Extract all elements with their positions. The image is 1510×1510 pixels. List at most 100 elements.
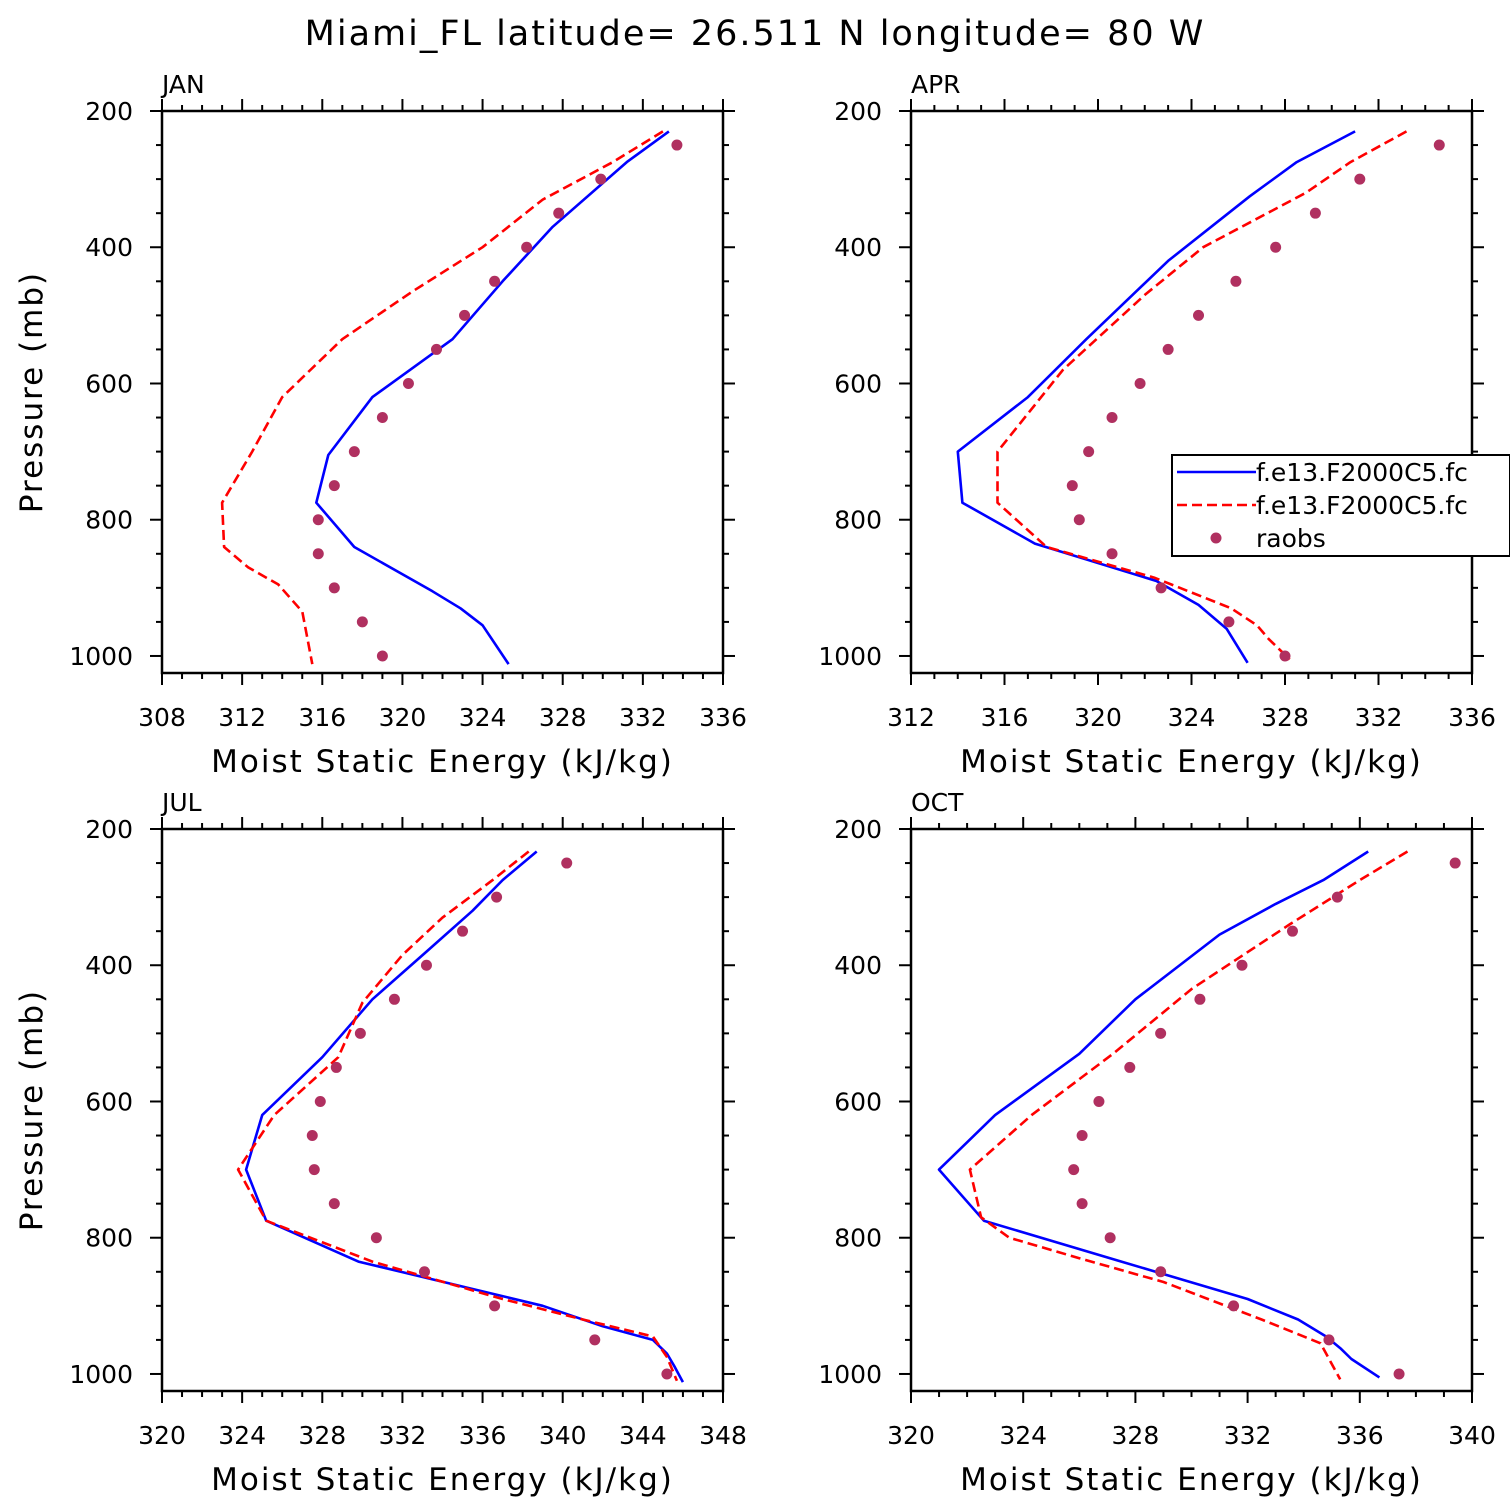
raobs-point xyxy=(1066,480,1078,492)
raobs-point xyxy=(1193,309,1205,321)
raobs-point xyxy=(1155,582,1167,594)
raobs-point xyxy=(356,616,368,628)
y-tick-label: 600 xyxy=(85,369,133,398)
y-tick-label: 400 xyxy=(834,951,882,980)
raobs-point xyxy=(314,1095,326,1107)
plot-frame xyxy=(909,109,1474,675)
legend-marker-raobs xyxy=(1210,532,1222,544)
raobs-point xyxy=(1134,377,1146,389)
series-line-dashed xyxy=(236,850,679,1382)
raobs-point xyxy=(1270,241,1282,253)
x-tick-label: 324 xyxy=(459,703,507,732)
series-group xyxy=(220,130,683,665)
x-tick-label: 328 xyxy=(298,1421,346,1450)
raobs-point xyxy=(671,139,683,151)
raobs-point xyxy=(376,412,388,424)
raobs-point xyxy=(561,857,573,869)
raobs-point xyxy=(1279,650,1291,662)
series-line-solid xyxy=(937,850,1381,1379)
raobs-point xyxy=(354,1027,366,1039)
raobs-point xyxy=(312,514,324,526)
raobs-point xyxy=(1433,139,1445,151)
legend-label: raobs xyxy=(1256,524,1326,553)
series-group xyxy=(937,850,1461,1381)
raobs-point xyxy=(1106,412,1118,424)
panel-title: OCT xyxy=(911,788,964,817)
x-tick-label: 348 xyxy=(699,1421,747,1450)
x-tick-label: 332 xyxy=(1355,703,1403,732)
raobs-point xyxy=(489,1300,501,1312)
x-axis-label: Moist Static Energy (kJ/kg) xyxy=(211,744,674,780)
raobs-point xyxy=(1162,343,1174,355)
panel-title: JUL xyxy=(160,788,202,817)
raobs-point xyxy=(553,207,565,219)
raobs-point xyxy=(491,891,503,903)
raobs-point xyxy=(1106,548,1118,560)
plot-frame xyxy=(160,827,725,1393)
y-tick-label: 200 xyxy=(834,97,882,126)
y-tick-label: 800 xyxy=(85,506,133,535)
panel-jul: 320 324 328 332 336 340 344 348 200 400 600 800 1000… xyxy=(14,788,747,1498)
raobs-point xyxy=(1104,1232,1116,1244)
series-line-solid xyxy=(244,850,685,1383)
series-line-dashed xyxy=(220,130,664,665)
raobs-point xyxy=(1323,1334,1335,1346)
raobs-point xyxy=(595,173,607,185)
x-tick-label: 336 xyxy=(1448,703,1496,732)
x-tick-label: 324 xyxy=(218,1421,266,1450)
raobs-point xyxy=(459,309,471,321)
raobs-point xyxy=(1331,891,1343,903)
raobs-point xyxy=(370,1232,382,1244)
y-tick-label: 400 xyxy=(85,951,133,980)
main-title: Miami_FL latitude= 26.511 N longitude= 8… xyxy=(305,14,1206,54)
legend-label: f.e13.F2000C5.fc xyxy=(1256,491,1468,520)
y-tick-label: 400 xyxy=(834,233,882,262)
x-tick-label: 320 xyxy=(379,703,427,732)
x-tick-label: 320 xyxy=(138,1421,186,1450)
plot-frame xyxy=(160,109,725,675)
raobs-point xyxy=(1393,1368,1405,1380)
y-tick-label: 1000 xyxy=(818,642,882,671)
x-tick-label: 336 xyxy=(699,703,747,732)
series-line-solid xyxy=(314,130,670,665)
raobs-point xyxy=(1354,173,1366,185)
raobs-point xyxy=(308,1164,320,1176)
raobs-point xyxy=(1194,993,1206,1005)
y-tick-label: 600 xyxy=(834,369,882,398)
x-tick-label: 336 xyxy=(1336,1421,1384,1450)
x-axis-label: Moist Static Energy (kJ/kg) xyxy=(960,744,1423,780)
raobs-point xyxy=(1223,616,1235,628)
x-tick-label: 312 xyxy=(887,703,935,732)
raobs-point xyxy=(328,480,340,492)
series-line-dashed xyxy=(996,130,1408,661)
raobs-point xyxy=(1076,1130,1088,1142)
raobs-point xyxy=(1073,514,1085,526)
raobs-point xyxy=(1449,857,1461,869)
y-tick-label: 800 xyxy=(834,1224,882,1253)
x-tick-label: 336 xyxy=(459,1421,507,1450)
raobs-point xyxy=(1228,1300,1240,1312)
plot-frame xyxy=(909,827,1474,1393)
x-axis-label: Moist Static Energy (kJ/kg) xyxy=(960,1462,1423,1498)
x-axis-label: Moist Static Energy (kJ/kg) xyxy=(211,1462,674,1498)
x-tick-label: 340 xyxy=(539,1421,587,1450)
x-tick-label: 344 xyxy=(619,1421,667,1450)
raobs-point xyxy=(1155,1027,1167,1039)
raobs-point xyxy=(589,1334,601,1346)
x-tick-label: 332 xyxy=(379,1421,427,1450)
y-tick-label: 800 xyxy=(834,506,882,535)
raobs-point xyxy=(1236,959,1248,971)
panels: 308 312 316 320 324 328 332 336 200 400 600 800 1000… xyxy=(14,70,1510,1498)
y-tick-label: 1000 xyxy=(69,642,133,671)
y-tick-label: 1000 xyxy=(69,1360,133,1389)
panel-jan: 308 312 316 320 324 328 332 336 200 400 600 800 1000… xyxy=(14,70,747,780)
x-tick-label: 316 xyxy=(298,703,346,732)
y-tick-label: 600 xyxy=(834,1087,882,1116)
raobs-point xyxy=(328,582,340,594)
series-group xyxy=(956,130,1445,664)
raobs-point xyxy=(489,275,501,287)
raobs-point xyxy=(430,343,442,355)
x-tick-label: 324 xyxy=(999,1421,1047,1450)
y-tick-label: 1000 xyxy=(818,1360,882,1389)
raobs-point xyxy=(418,1266,430,1278)
